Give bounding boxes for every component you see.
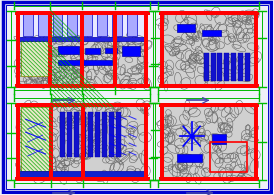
Bar — [144, 12, 148, 86]
Bar — [162, 12, 256, 86]
Bar — [82, 14, 92, 36]
Bar — [162, 104, 256, 179]
Bar — [116, 112, 121, 157]
Bar — [61, 112, 65, 157]
Bar — [224, 53, 229, 81]
Bar — [204, 53, 209, 81]
Bar — [105, 48, 117, 53]
Bar — [21, 41, 50, 76]
Bar — [16, 12, 20, 86]
Bar — [159, 103, 259, 107]
Bar — [212, 134, 226, 144]
Bar — [144, 104, 148, 179]
Bar — [127, 14, 137, 36]
Bar — [210, 53, 216, 81]
Bar — [159, 11, 259, 15]
Bar — [254, 104, 258, 179]
Bar — [210, 142, 247, 172]
Bar — [177, 24, 195, 32]
Bar — [53, 14, 62, 36]
Bar — [113, 12, 117, 86]
Bar — [160, 12, 164, 86]
Bar — [177, 154, 202, 162]
Bar — [15, 11, 150, 15]
Bar — [80, 12, 84, 86]
Bar — [23, 14, 33, 36]
Bar — [81, 104, 85, 179]
Bar — [218, 53, 222, 81]
Bar — [48, 104, 53, 179]
Bar — [20, 171, 145, 177]
Bar — [160, 104, 164, 179]
Bar — [245, 53, 250, 81]
Bar — [15, 103, 150, 107]
Bar — [15, 177, 150, 181]
Bar — [67, 112, 72, 157]
Bar — [122, 46, 140, 56]
Bar — [97, 14, 107, 36]
Bar — [202, 30, 221, 36]
Bar — [18, 38, 147, 86]
Bar — [85, 48, 100, 54]
Bar — [15, 84, 150, 89]
Bar — [159, 84, 259, 89]
Bar — [58, 46, 79, 54]
Bar — [238, 53, 243, 81]
Bar — [58, 60, 112, 65]
Bar — [18, 104, 147, 179]
Bar — [102, 112, 107, 157]
Bar — [67, 14, 77, 36]
Bar — [88, 112, 93, 157]
Bar — [75, 112, 79, 157]
Bar — [18, 37, 147, 41]
Bar — [38, 14, 48, 36]
Bar — [159, 177, 259, 181]
Bar — [254, 12, 258, 86]
Bar — [21, 107, 52, 171]
Bar — [95, 112, 100, 157]
Bar — [18, 12, 147, 38]
Bar — [16, 104, 20, 179]
Bar — [81, 112, 86, 157]
Bar — [232, 53, 236, 81]
Bar — [48, 12, 52, 86]
Bar — [112, 14, 122, 36]
Bar — [109, 112, 114, 157]
